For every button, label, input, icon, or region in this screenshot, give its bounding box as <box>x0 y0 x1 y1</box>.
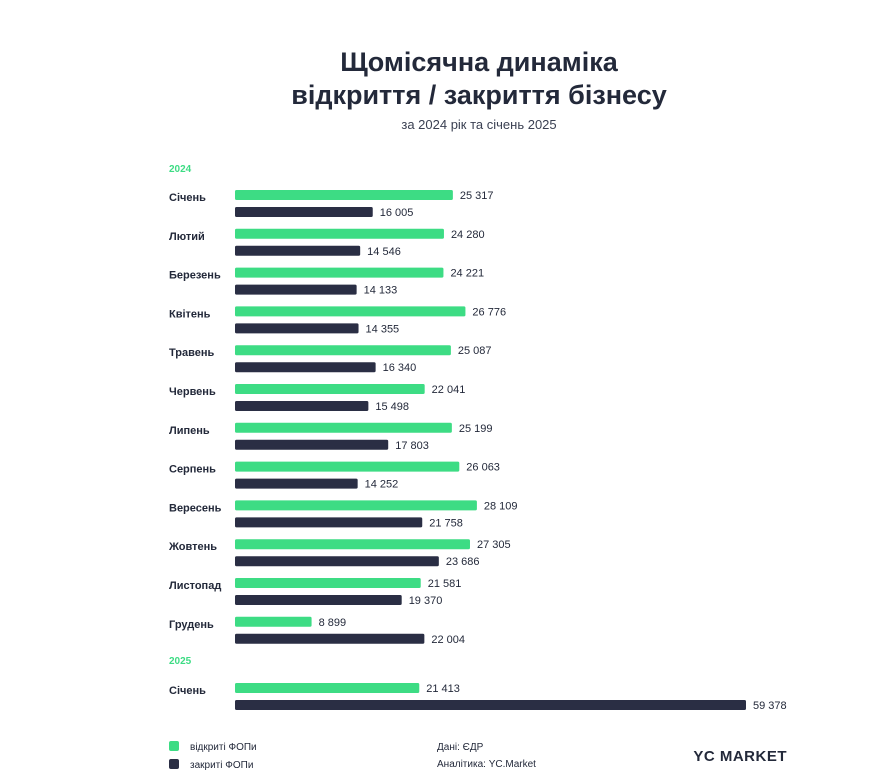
value-label-closed: 14 546 <box>367 246 401 258</box>
value-label-closed: 23 686 <box>446 556 480 568</box>
bar-closed <box>235 284 357 295</box>
bar-opened <box>235 345 451 356</box>
source-text: Дані: ЄДР <box>437 742 484 753</box>
bar-closed <box>235 556 439 567</box>
value-label-closed: 16 340 <box>383 362 417 374</box>
bar-opened <box>235 384 425 394</box>
legend-swatch-closed <box>169 759 179 769</box>
category-label: Квітень <box>169 308 211 320</box>
bar-opened <box>235 616 312 627</box>
value-label-closed: 21 758 <box>429 517 463 529</box>
value-label-opened: 22 041 <box>432 384 466 396</box>
value-label-closed: 14 355 <box>366 323 400 335</box>
bar-closed <box>235 439 389 450</box>
category-label: Жовтень <box>168 541 217 553</box>
value-label-closed: 22 004 <box>431 634 465 646</box>
bar-opened <box>235 190 453 200</box>
value-label-opened: 24 221 <box>450 268 484 280</box>
value-label-closed: 14 133 <box>364 285 398 297</box>
bar-opened <box>235 228 444 239</box>
bar-closed <box>235 633 425 644</box>
value-label-opened: 21 413 <box>426 683 460 695</box>
bar-closed <box>235 517 423 528</box>
value-label-opened: 25 199 <box>459 423 493 435</box>
value-label-opened: 25 087 <box>458 345 492 357</box>
category-label: Лютий <box>169 231 205 243</box>
value-label-opened: 28 109 <box>484 500 518 512</box>
bar-closed <box>235 595 402 605</box>
value-label-closed: 17 803 <box>395 440 429 452</box>
bar-opened <box>235 306 466 317</box>
category-label: Грудень <box>169 619 214 631</box>
bar-opened <box>235 422 452 433</box>
value-label-opened: 26 063 <box>466 462 500 474</box>
category-label: Вересень <box>169 502 222 514</box>
bar-opened <box>235 267 444 278</box>
value-label-opened: 8 899 <box>319 617 347 629</box>
category-label: Листопад <box>169 580 221 592</box>
category-label: Березень <box>169 270 221 282</box>
bar-closed <box>235 478 358 489</box>
bars-layer: 2024 Січень 25 317 16 005 Лютий 24 280 14 546 Б… <box>168 164 787 712</box>
chart-subtitle: за 2024 рік та січень 2025 <box>401 117 556 132</box>
category-label: Травень <box>169 347 215 359</box>
analytics-text: Аналітика: YC.Market <box>437 759 536 770</box>
category-label: Липень <box>169 425 210 437</box>
category-label: Серпень <box>169 464 216 476</box>
bar-closed <box>235 362 376 373</box>
value-label-closed: 14 252 <box>365 479 399 491</box>
category-label: Червень <box>169 386 216 398</box>
logo: YC MARKET <box>693 748 787 765</box>
bar-closed <box>235 323 359 334</box>
bar-opened <box>235 539 470 550</box>
bar-closed <box>235 245 361 256</box>
legend-label-closed: закриті ФОПи <box>190 760 253 771</box>
bar-closed <box>235 401 369 411</box>
value-label-opened: 26 776 <box>472 306 506 318</box>
bar-opened <box>235 683 420 693</box>
value-label-closed: 59 378 <box>753 700 787 712</box>
category-label: Січень <box>169 192 206 204</box>
bar-closed <box>235 700 746 710</box>
value-label-opened: 25 317 <box>460 190 494 202</box>
bar-opened <box>235 578 421 588</box>
value-label-closed: 19 370 <box>409 595 443 607</box>
bar-opened <box>235 461 460 472</box>
value-label-closed: 16 005 <box>380 207 414 219</box>
value-label-opened: 21 581 <box>428 578 462 590</box>
year-label: 2024 <box>169 164 192 175</box>
legend-label-opened: відкриті ФОПи <box>190 742 257 753</box>
value-label-opened: 27 305 <box>477 539 511 551</box>
year-label: 2025 <box>169 656 192 667</box>
value-label-opened: 24 280 <box>451 229 485 241</box>
legend-swatch-opened <box>169 741 179 751</box>
chart-title-line2: відкриття / закриття бізнесу <box>291 80 667 110</box>
bar-closed <box>235 207 373 217</box>
category-label: Січень <box>169 685 206 697</box>
value-label-closed: 15 498 <box>375 401 409 413</box>
chart-title-line1: Щомісячна динаміка <box>340 47 618 77</box>
bar-opened <box>235 500 477 511</box>
